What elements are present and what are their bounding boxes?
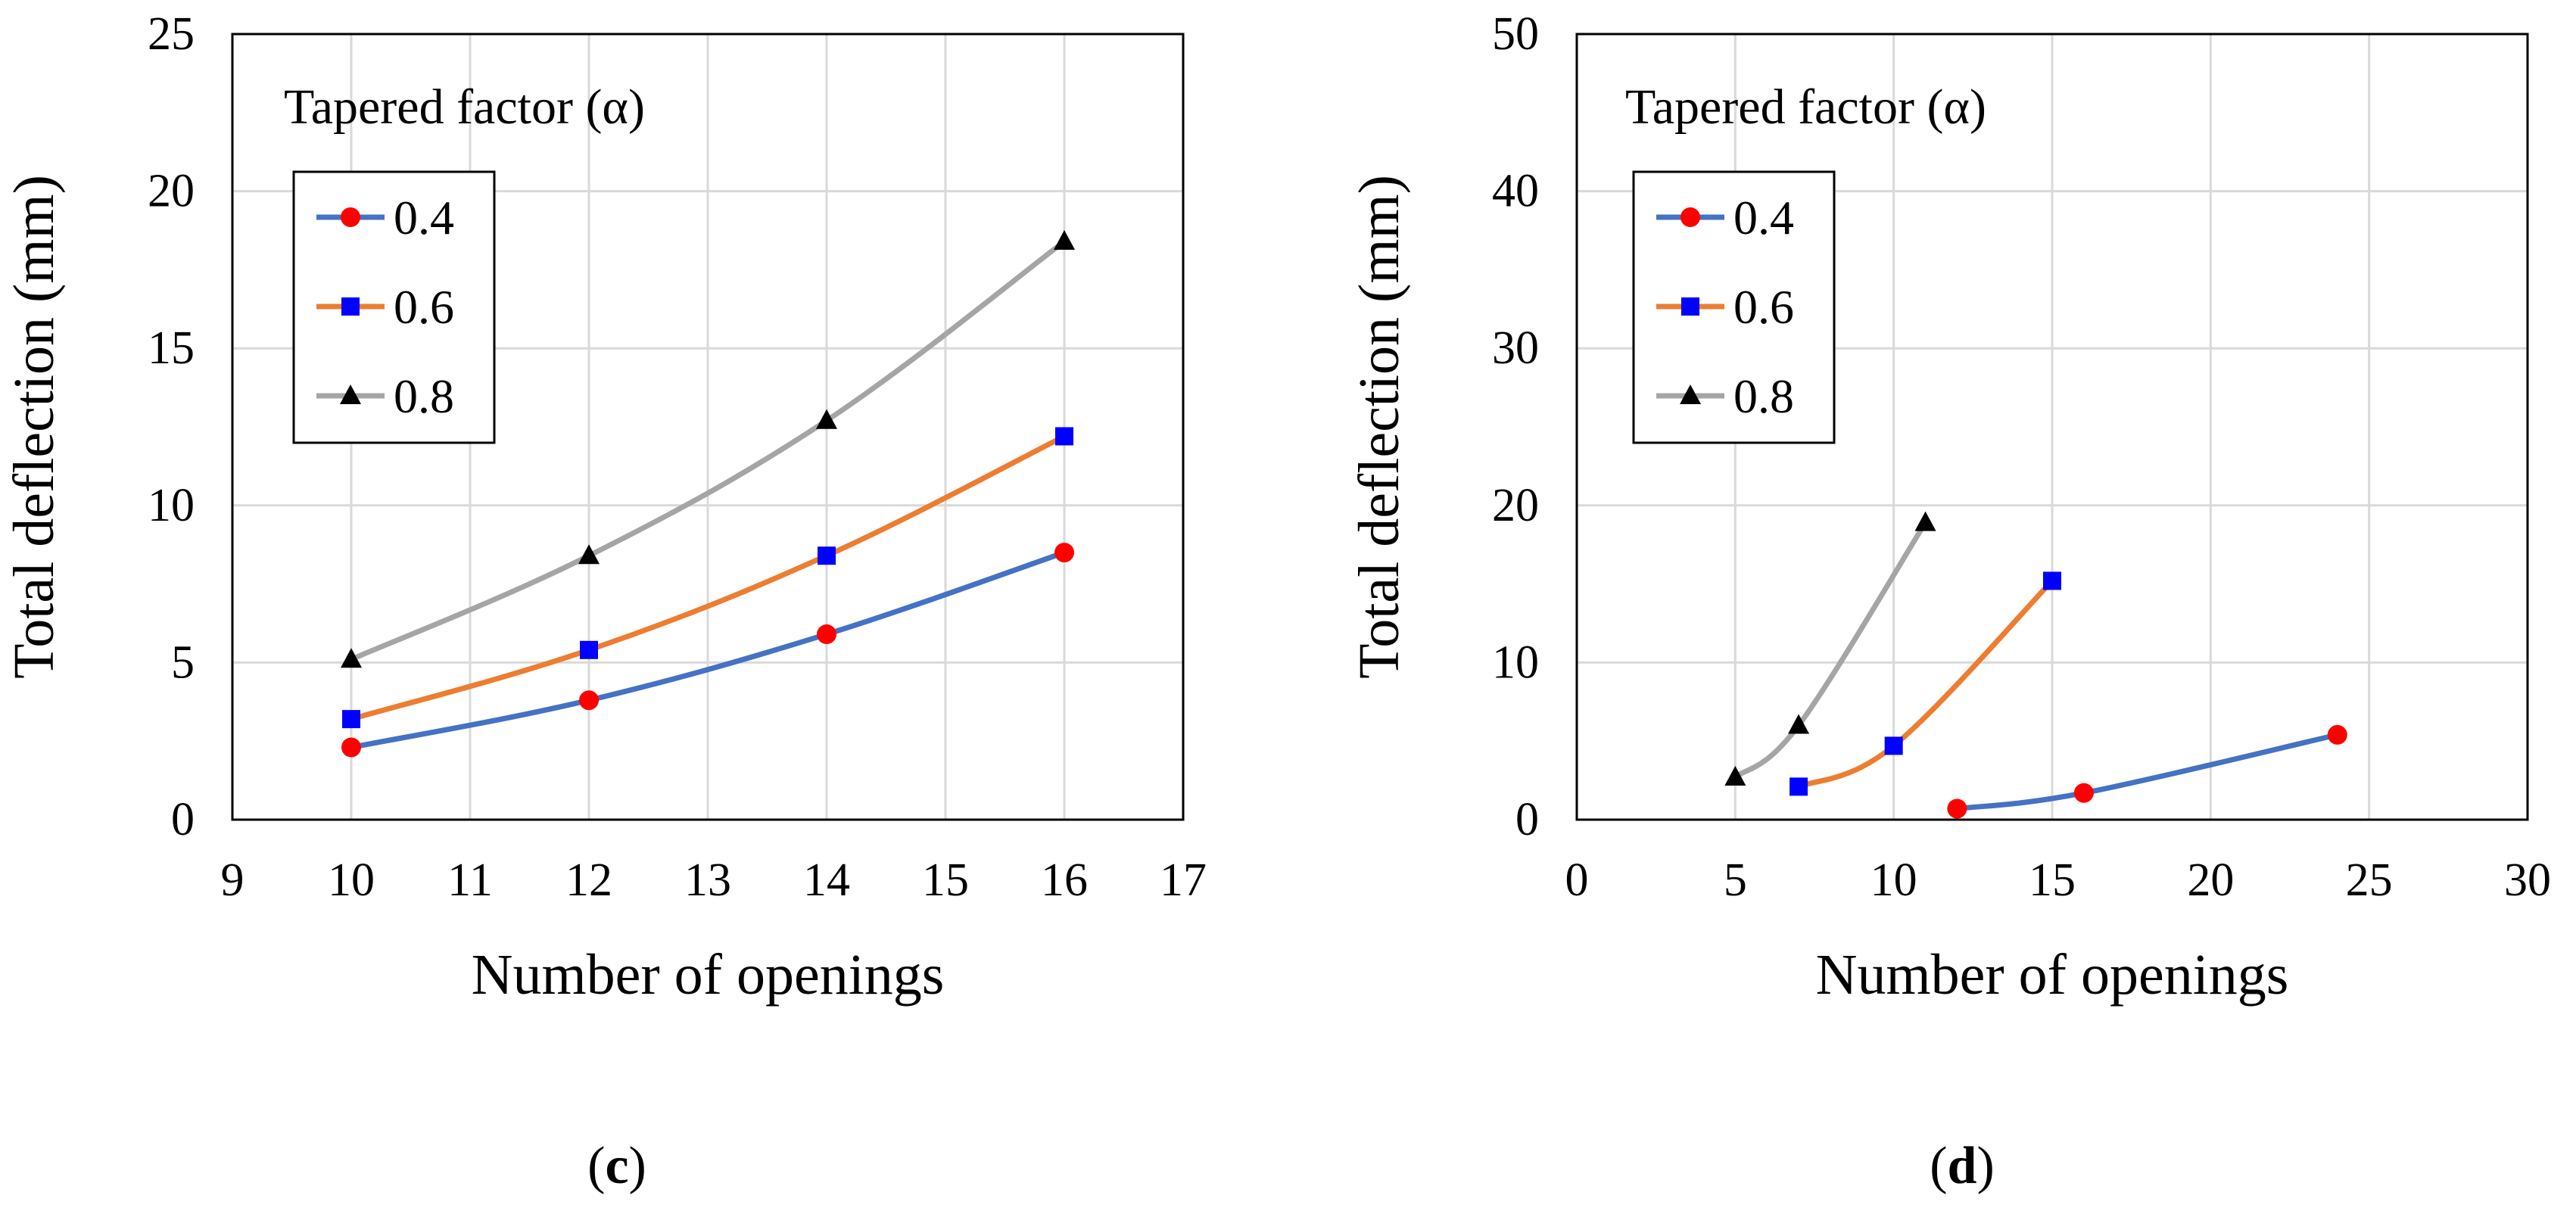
legend-label-0.6: 0.6 (1733, 280, 1794, 334)
y-tick-label: 25 (148, 8, 195, 60)
y-tick-label: 0 (171, 794, 195, 845)
legend-label-0.4: 0.4 (1733, 191, 1794, 244)
y-tick-label: 50 (1492, 8, 1539, 60)
x-tick-label: 13 (684, 854, 731, 906)
x-tick-label: 17 (1160, 854, 1207, 906)
legend-label-0.8: 0.8 (394, 369, 454, 423)
legend-title: Tapered factor (α) (1625, 79, 1986, 135)
legend-label-0.4: 0.4 (394, 191, 454, 244)
y-tick-label: 20 (1492, 480, 1539, 531)
series-line-0.6 (1796, 577, 2055, 789)
legend-marker-0.8 (1680, 384, 1701, 404)
data-point-0.6 (342, 710, 360, 729)
data-point-0.8 (1054, 230, 1075, 251)
data-point-0.4 (2073, 783, 2094, 803)
legend-marker-0.4 (1680, 207, 1700, 227)
data-point-0.6 (1884, 736, 1903, 755)
x-tick-label: 10 (328, 854, 375, 906)
x-tick-label: 15 (2029, 854, 2076, 906)
x-tick-label: 30 (2504, 854, 2551, 906)
data-point-0.4 (1054, 543, 1074, 563)
y-tick-label: 10 (1492, 637, 1539, 688)
data-point-0.6 (1789, 777, 1808, 796)
legend-title: Tapered factor (α) (284, 79, 645, 135)
y-tick-label: 40 (1492, 166, 1539, 217)
plot-frame (1575, 33, 2529, 821)
x-tick-label: 20 (2187, 854, 2234, 906)
data-point-0.8 (341, 648, 362, 668)
x-tick-label: 10 (1870, 854, 1917, 906)
x-tick-label: 9 (221, 854, 245, 906)
data-point-0.6 (580, 640, 598, 659)
legend-label-0.8: 0.8 (1733, 369, 1794, 423)
legend-marker-0.4 (341, 207, 360, 227)
plot-frame (231, 33, 1185, 821)
y-tick-label: 10 (148, 480, 195, 531)
x-tick-label: 12 (565, 854, 612, 906)
panel-label-c: (c) (587, 1137, 646, 1195)
x-tick-label: 14 (803, 854, 850, 906)
y-tick-label: 20 (148, 166, 195, 217)
y-axis-title: Total deflection (mm) (2, 175, 66, 679)
data-point-0.8 (1788, 714, 1810, 734)
data-point-0.4 (1947, 798, 1967, 819)
y-tick-label: 30 (1492, 322, 1539, 374)
data-point-0.6 (818, 546, 836, 565)
y-tick-label: 0 (1515, 794, 1539, 845)
chart-panel-c: 9 10 11 12 13 14 15 16 17 0 5 10 15 20 25 Number of ope… (2, 8, 1207, 1007)
data-point-0.6 (2043, 571, 2061, 590)
series-line-0.4 (348, 549, 1067, 751)
data-point-0.8 (1914, 511, 1936, 531)
panel-label-d: (d) (1930, 1137, 1995, 1195)
x-axis-title: Number of openings (472, 943, 945, 1007)
data-point-0.8 (1724, 765, 1746, 786)
data-point-0.8 (816, 409, 837, 429)
chart-panel-d: 0 5 10 15 20 25 30 0 10 20 30 40 50 Number of opening… (1347, 8, 2551, 1007)
series-line-0.4 (1954, 732, 2341, 811)
data-point-0.4 (817, 624, 836, 645)
legend-marker-0.6 (1681, 297, 1699, 316)
x-tick-label: 5 (1724, 854, 1747, 906)
x-tick-label: 0 (1565, 854, 1589, 906)
series-line-0.8 (1732, 520, 1929, 780)
legend-marker-0.6 (341, 297, 360, 316)
x-tick-label: 15 (922, 854, 969, 906)
x-tick-label: 11 (447, 854, 493, 906)
x-tick-label: 25 (2346, 854, 2393, 906)
x-tick-label: 16 (1041, 854, 1088, 906)
x-axis-title: Number of openings (1816, 943, 2289, 1007)
series-line-0.6 (348, 433, 1067, 722)
legend-label-0.6: 0.6 (394, 280, 454, 334)
data-point-0.6 (1055, 427, 1073, 446)
y-axis-title: Total deflection (mm) (1347, 175, 1411, 679)
data-point-0.4 (579, 690, 599, 711)
y-tick-label: 5 (171, 637, 195, 688)
y-tick-label: 15 (148, 322, 195, 374)
series-line-0.8 (348, 238, 1067, 662)
data-point-0.4 (341, 737, 361, 758)
data-point-0.8 (578, 544, 600, 565)
data-point-0.4 (2327, 724, 2347, 745)
legend-marker-0.8 (340, 384, 361, 404)
